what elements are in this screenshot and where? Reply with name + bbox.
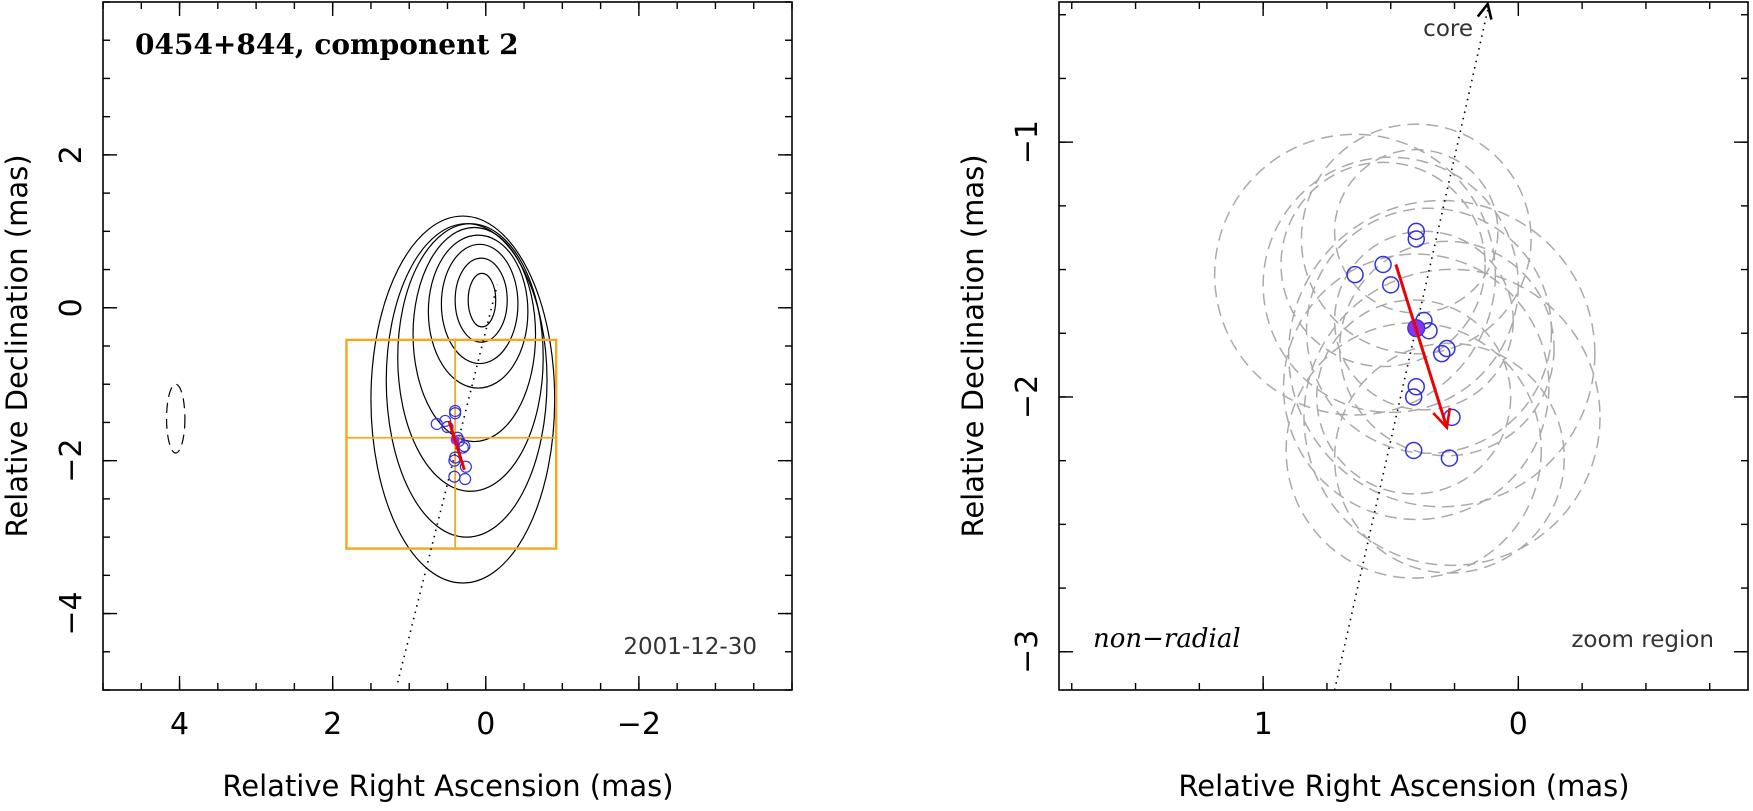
component-size-circle — [1333, 148, 1499, 314]
map-y-tick-label: −4 — [54, 591, 89, 635]
component-position — [1438, 339, 1456, 358]
contour-level-8 — [370, 215, 556, 584]
zoom-x-tick-label: 0 — [1509, 707, 1528, 742]
contour-level-5 — [412, 226, 537, 443]
component-position — [448, 454, 461, 467]
component-size-circle — [1287, 199, 1596, 508]
component-position — [459, 460, 472, 473]
zoom-x-axis-label: Relative Right Ascension (mas) — [1178, 769, 1629, 803]
motion-vector — [1394, 264, 1449, 428]
core-direction-line — [396, 284, 499, 683]
component-size-circle — [1305, 207, 1553, 454]
zoom-x-tick-label: 1 — [1254, 707, 1273, 742]
zoom-panel: 1 0 −1 −2 −3 core non−radial zoom region Rel… — [956, 1, 1749, 803]
contour-level-3 — [440, 243, 519, 365]
motion-vector — [447, 420, 466, 471]
map-y-tick-label: −2 — [54, 439, 89, 483]
component-position — [1404, 388, 1423, 406]
component-size-circle — [1338, 240, 1555, 457]
component-position — [1381, 276, 1400, 294]
contour-level-7 — [385, 223, 548, 538]
map-x-tick-label: 0 — [476, 707, 495, 742]
zoom-y-tick-label: −2 — [1010, 375, 1045, 419]
component-position — [1407, 222, 1426, 241]
component-position — [1440, 449, 1459, 467]
component-position — [1433, 344, 1451, 363]
observation-date: 2001-12-30 — [623, 634, 757, 660]
contour-level-6 — [397, 223, 544, 492]
component-size-circle — [1315, 299, 1512, 495]
zoom-y-tick-label: −1 — [1010, 120, 1045, 164]
component-size-circle — [1333, 342, 1566, 574]
zoom-plot-frame — [1058, 1, 1749, 691]
component-size-circle — [1213, 133, 1497, 416]
map-title: 0454+844, component 2 — [135, 28, 519, 61]
component-size-circle — [1280, 161, 1486, 368]
core-label: core — [1423, 16, 1473, 42]
map-x-tick-label: 2 — [323, 707, 342, 742]
classification-label: non−radial — [1093, 624, 1241, 654]
component-position — [459, 472, 472, 486]
map-plot-frame — [102, 1, 793, 691]
component-position — [1346, 265, 1364, 284]
component-position — [441, 420, 454, 434]
zoom-y-tick-label: −3 — [1010, 630, 1045, 674]
map-y-tick-label: 0 — [54, 298, 89, 317]
component-position — [1374, 255, 1392, 274]
component-size-circle — [1285, 322, 1543, 579]
map-y-tick-label: 2 — [54, 145, 89, 164]
zoom-region-box — [345, 338, 558, 550]
contour-level-1 — [467, 272, 497, 328]
component-position — [1407, 378, 1426, 396]
map-y-axis-label: Relative Declination (mas) — [0, 154, 34, 537]
zoom-region-label: zoom region — [1571, 627, 1714, 653]
component-position — [1404, 441, 1423, 460]
map-x-tick-label: 4 — [170, 707, 189, 742]
contour-level-2 — [454, 257, 508, 343]
map-x-axis-label: Relative Right Ascension (mas) — [222, 769, 673, 803]
component-size-circle — [1303, 268, 1601, 567]
map-panel: 4 2 0 −2 2 0 −2 −4 0454+844, component 2 2001-1… — [0, 1, 793, 803]
motion-vector-arrowhead — [1432, 407, 1452, 431]
component-position — [1407, 230, 1426, 248]
map-x-tick-label: −2 — [617, 707, 661, 742]
component-position — [458, 440, 471, 453]
contour-level-4 — [427, 234, 529, 389]
component-position — [439, 414, 452, 428]
core-direction-arrowhead — [1476, 2, 1493, 20]
zoom-y-axis-label: Relative Declination (mas) — [956, 154, 990, 537]
component-position — [449, 407, 462, 420]
component-size-circle — [1262, 156, 1520, 414]
negative-contour — [165, 383, 186, 454]
component-size-circle — [1300, 123, 1532, 355]
